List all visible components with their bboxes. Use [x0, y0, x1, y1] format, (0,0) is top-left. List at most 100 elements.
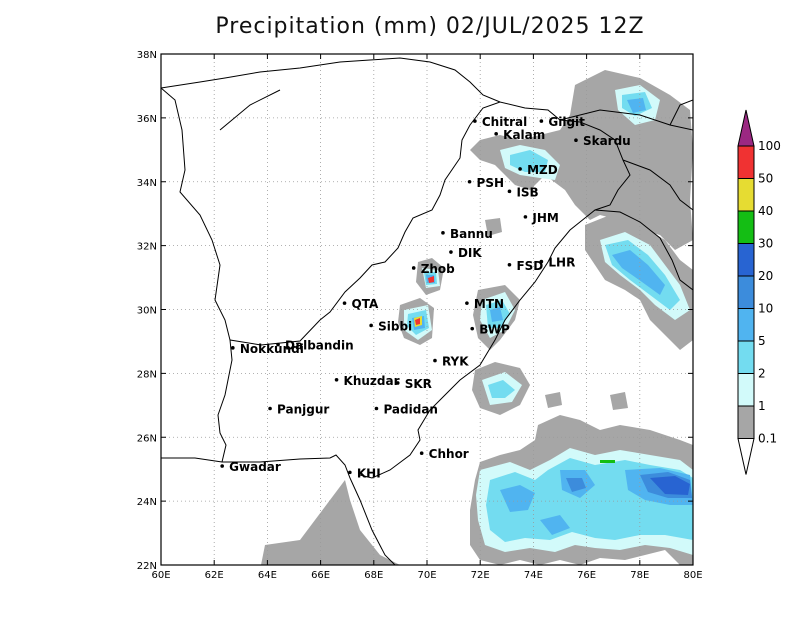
y-tick-label: 22N	[137, 561, 157, 572]
city-label: DIK	[458, 246, 482, 260]
x-tick-label: 62E	[205, 570, 224, 581]
colorbar-segment	[737, 210, 755, 244]
y-tick-label: 24N	[137, 497, 157, 508]
colorbar-segment	[737, 178, 755, 212]
y-tick-label: 28N	[137, 369, 157, 380]
colorbar-bottom-triangle	[737, 438, 755, 475]
city-label: Skardu	[583, 134, 631, 148]
city-dot	[523, 215, 528, 219]
city-dot	[467, 179, 472, 184]
city-label: MTN	[474, 297, 504, 311]
city-label: JHM	[531, 211, 558, 225]
colorbar-label: 5	[758, 334, 766, 348]
city-label: Gwadar	[229, 460, 281, 474]
map-title: Precipitation (mm) 02/JUL/2025 12Z	[215, 14, 645, 39]
city-dot	[494, 132, 498, 136]
colorbar-label: 40	[758, 204, 773, 218]
colorbar-label: 20	[758, 269, 773, 283]
city-dot	[574, 138, 578, 143]
city-label: Chhor	[429, 447, 469, 461]
precip-fill-green	[600, 460, 615, 463]
city-dot	[369, 323, 373, 328]
city-label: Khuzdar	[344, 374, 400, 388]
colorbar: 0.1 1 2 5 10 20 30 40 50 100	[737, 109, 781, 475]
city-label: Dalbandin	[285, 339, 354, 353]
city-dot	[374, 406, 379, 411]
colorbar-label: 100	[758, 139, 781, 153]
city-label: Bannu	[450, 227, 493, 241]
city-dot	[470, 326, 475, 331]
city-dot	[433, 358, 437, 363]
axis-ticks: 60E 62E 64E 66E 68E 70E 72E 74E 76E 78E 80E 22N 24N 2…	[137, 50, 703, 581]
afghanistan-iran-border	[161, 87, 231, 341]
x-tick-label: 78E	[630, 570, 649, 581]
colorbar-label: 1	[758, 399, 766, 413]
city-label: BWP	[479, 323, 510, 337]
city-dot	[507, 262, 512, 267]
city-label: Zhob	[421, 262, 455, 276]
india-border-north	[559, 109, 693, 131]
city-dot	[411, 266, 416, 270]
city-label: Gilgit	[548, 115, 585, 129]
colorbar-segment	[737, 340, 755, 374]
colorbar-label: 30	[758, 237, 773, 251]
precip-layer	[261, 70, 693, 565]
city-label: Nokkundi	[240, 342, 304, 356]
city-label: Kalam	[503, 128, 545, 142]
x-tick-label: 80E	[683, 570, 702, 581]
y-tick-label: 30N	[137, 306, 157, 317]
city-dot	[334, 377, 339, 382]
x-tick-label: 60E	[151, 570, 170, 581]
city-dot	[395, 381, 400, 385]
colorbar-label: 0.1	[758, 432, 777, 446]
city-label: QTA	[352, 297, 379, 311]
city-label: RYK	[442, 355, 469, 369]
city-dot	[507, 189, 512, 194]
colorbar-segment	[737, 373, 755, 407]
city-label: ISB	[516, 185, 538, 199]
afghan-mid	[219, 89, 281, 131]
city-dot	[539, 119, 544, 123]
city-label: PSH	[477, 176, 504, 190]
y-tick-label: 26N	[137, 433, 157, 444]
india-border-east	[622, 159, 693, 211]
city-label: KHI	[357, 466, 381, 480]
x-tick-label: 66E	[311, 570, 330, 581]
precip-fill-darkblue	[650, 476, 690, 495]
colorbar-segment	[737, 145, 755, 179]
x-tick-label: 68E	[364, 570, 383, 581]
colorbar-label: 50	[758, 172, 773, 186]
x-tick-label: 76E	[577, 570, 596, 581]
pakistan-border	[217, 101, 631, 479]
colorbar-top-triangle	[737, 109, 755, 147]
colorbar-segment	[737, 243, 755, 277]
x-tick-label: 70E	[417, 570, 436, 581]
city-label: SKR	[405, 377, 432, 391]
x-tick-label: 64E	[258, 570, 277, 581]
china-india-line	[669, 99, 693, 126]
colorbar-segment	[737, 275, 755, 309]
city-label: Chitral	[482, 115, 527, 129]
y-tick-label: 36N	[137, 114, 157, 125]
city-label: Padidan	[383, 403, 438, 417]
city-label: LHR	[548, 256, 575, 270]
colorbar-label: 2	[758, 367, 766, 381]
city-dot	[348, 470, 352, 475]
city-dot	[268, 406, 272, 411]
city-label: Panjgur	[277, 403, 329, 417]
city-dot	[276, 342, 280, 347]
city-dot	[518, 167, 522, 171]
colorbar-segment	[737, 308, 755, 342]
city-dot	[220, 464, 224, 468]
precip-cores	[414, 276, 434, 327]
city-dot	[465, 301, 469, 305]
map-grid	[161, 54, 693, 565]
y-tick-label: 34N	[137, 178, 157, 189]
city-label: Sibbi	[378, 319, 412, 333]
boundaries	[161, 57, 693, 565]
city-dot	[473, 119, 477, 123]
city-dot	[441, 231, 445, 235]
city-dot	[231, 346, 235, 350]
